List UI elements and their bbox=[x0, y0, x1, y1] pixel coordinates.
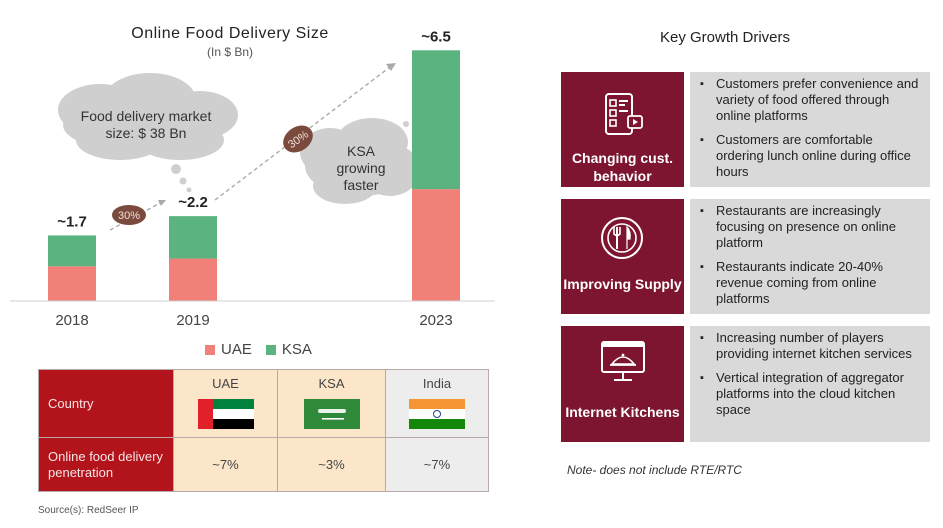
chart-plot: ~1.7 2018 ~2.2 2019 ~6.5 2023 30% 30% bbox=[10, 28, 495, 329]
cloud-1-text: Food delivery market size: $ 38 Bn bbox=[80, 108, 212, 141]
driver-label-changing-behavior: Changing cust. behavior bbox=[571, 150, 674, 184]
driver-bullets-changing-behavior: Customers prefer convenience and variety… bbox=[690, 72, 930, 187]
country-uae-name: UAE bbox=[212, 376, 239, 391]
table-header-india: India bbox=[385, 369, 489, 438]
cloud-annotation-1 bbox=[58, 73, 238, 193]
growth-arrow-2 bbox=[214, 66, 391, 201]
growth-badge-1-text: 30% bbox=[118, 210, 140, 222]
total-label-2019: ~2.2 bbox=[178, 194, 208, 211]
driver-label-internet-kitchens: Internet Kitchens bbox=[565, 404, 680, 420]
driver-bullets-internet-kitchens: Increasing number of players providing i… bbox=[690, 326, 930, 442]
source-note: Source(s): RedSeer IP bbox=[38, 505, 139, 516]
list-item: Customers prefer convenience and variety… bbox=[698, 76, 922, 124]
driver-bullets-improving-supply: Restaurants are increasingly focusing on… bbox=[690, 199, 930, 314]
legend-ksa-swatch bbox=[265, 344, 276, 355]
list-item: Restaurants are increasingly focusing on… bbox=[698, 203, 922, 251]
total-label-2018: ~1.7 bbox=[57, 213, 87, 230]
list-item: Vertical integration of aggregator platf… bbox=[698, 370, 922, 418]
penetration-table: Country UAE KSA India bbox=[38, 369, 489, 492]
bar-ksa-2023 bbox=[412, 50, 460, 190]
driver-card-improving-supply: Improving Supply bbox=[561, 199, 684, 314]
cloud-annotation-2 bbox=[300, 118, 420, 204]
penetration-uae: ~7% bbox=[173, 437, 278, 492]
list-item: Increasing number of players providing i… bbox=[698, 330, 922, 362]
growth-arrow-1-head bbox=[158, 200, 166, 206]
table-header-ksa: KSA bbox=[277, 369, 386, 438]
chart-subtitle: (In $ Bn) bbox=[206, 45, 254, 59]
bar-ksa-2018 bbox=[48, 235, 96, 267]
growth-arrow-2-head bbox=[386, 63, 396, 71]
driver-card-changing-behavior: Changing cust. behavior bbox=[561, 72, 684, 187]
cloud-2-text: KSA growing faster bbox=[336, 143, 386, 193]
growth-badge-2: 30% bbox=[283, 125, 313, 153]
x-tick-label-2023: 2023 bbox=[419, 312, 452, 329]
legend-ksa-label: KSA bbox=[281, 341, 312, 358]
table-row: Country UAE KSA India bbox=[38, 369, 489, 438]
x-tick-label-2018: 2018 bbox=[55, 312, 88, 329]
uae-flag bbox=[197, 399, 254, 429]
table-row-label-country: Country bbox=[38, 369, 174, 438]
driver-card-internet-kitchens: Internet Kitchens bbox=[561, 326, 684, 442]
cloud-kitchen-icon bbox=[601, 341, 645, 381]
plate-cutlery-icon bbox=[601, 217, 643, 259]
penetration-ksa: ~3% bbox=[277, 437, 386, 492]
ksa-flag bbox=[303, 399, 360, 429]
list-item: Restaurants indicate 20-40% revenue comi… bbox=[698, 259, 922, 307]
footnote: Note- does not include RTE/RTC bbox=[567, 463, 742, 477]
chart-legend: UAE KSA bbox=[205, 341, 312, 358]
india-flag bbox=[409, 399, 465, 429]
country-india-name: India bbox=[422, 376, 452, 391]
bar-uae-2019 bbox=[169, 258, 217, 301]
bar-uae-2018 bbox=[48, 266, 96, 301]
legend-uae-label: UAE bbox=[221, 341, 252, 358]
list-item: Customers are comfortable ordering lunch… bbox=[698, 132, 922, 180]
x-tick-label-2019: 2019 bbox=[176, 312, 209, 329]
table-row-label-penetration: Online food delivery penetration bbox=[38, 437, 174, 492]
chart-title: Online Food Delivery Size bbox=[131, 25, 329, 42]
drivers-title: Key Growth Drivers bbox=[659, 29, 791, 46]
country-ksa-name: KSA bbox=[318, 376, 345, 391]
driver-label-improving-supply: Improving Supply bbox=[563, 276, 682, 292]
penetration-india: ~7% bbox=[385, 437, 489, 492]
table-row: Online food delivery penetration ~7% ~3%… bbox=[38, 437, 489, 492]
bar-ksa-2019 bbox=[169, 216, 217, 259]
legend-uae-swatch bbox=[205, 344, 215, 355]
table-header-uae: UAE bbox=[173, 369, 278, 438]
bar-uae-2023 bbox=[412, 189, 460, 301]
total-label-2023: ~6.5 bbox=[421, 28, 451, 45]
mobile-menu-icon bbox=[605, 93, 643, 135]
growth-badge-1: 30% bbox=[112, 205, 146, 225]
